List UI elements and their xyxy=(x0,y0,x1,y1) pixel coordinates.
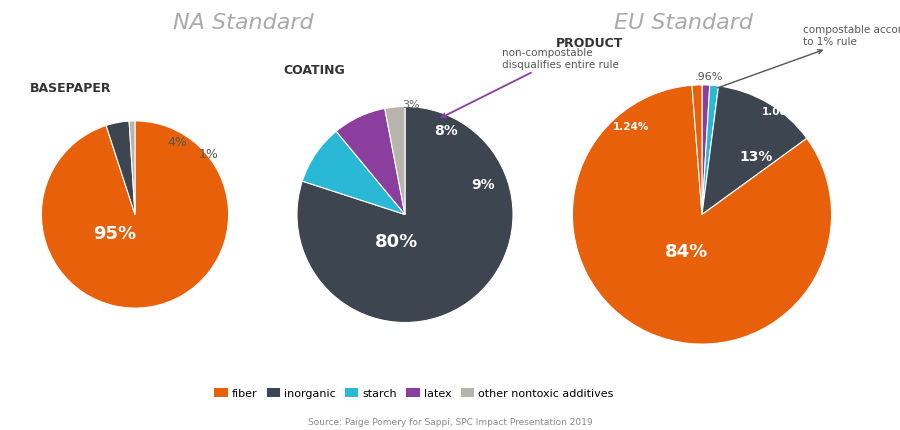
Legend: fiber, inorganic, starch, latex, other nontoxic additives: fiber, inorganic, starch, latex, other n… xyxy=(210,384,618,403)
Text: 9%: 9% xyxy=(471,178,495,192)
Text: Source: Paige Pomery for Sappi, SPC Impact Presentation 2019: Source: Paige Pomery for Sappi, SPC Impa… xyxy=(308,417,592,426)
Text: COATING: COATING xyxy=(284,63,346,77)
Text: 8%: 8% xyxy=(434,124,458,138)
Wedge shape xyxy=(337,109,405,215)
Text: non-compostable
disqualifies entire rule: non-compostable disqualifies entire rule xyxy=(442,48,619,118)
Wedge shape xyxy=(702,86,718,215)
Wedge shape xyxy=(41,122,229,308)
Text: 80%: 80% xyxy=(374,233,418,251)
Wedge shape xyxy=(572,86,832,344)
Text: PRODUCT: PRODUCT xyxy=(556,37,624,49)
Wedge shape xyxy=(702,87,806,215)
Text: 3%: 3% xyxy=(402,99,420,109)
Wedge shape xyxy=(297,107,513,323)
Wedge shape xyxy=(692,86,702,215)
Wedge shape xyxy=(302,132,405,215)
Text: 95%: 95% xyxy=(93,225,136,243)
Text: EU Standard: EU Standard xyxy=(615,13,753,33)
Wedge shape xyxy=(702,86,710,215)
Text: 84%: 84% xyxy=(665,242,708,260)
Text: 1.24%: 1.24% xyxy=(613,122,649,132)
Text: 1.08%: 1.08% xyxy=(761,107,798,117)
Text: 13%: 13% xyxy=(740,150,773,164)
Text: compostable according
to 1% rule: compostable according to 1% rule xyxy=(717,25,900,89)
Text: NA Standard: NA Standard xyxy=(173,13,313,33)
Text: 1%: 1% xyxy=(199,148,219,161)
Wedge shape xyxy=(385,107,405,215)
Text: .96%: .96% xyxy=(694,72,723,82)
Text: BASEPAPER: BASEPAPER xyxy=(30,81,112,94)
Wedge shape xyxy=(106,122,135,215)
Wedge shape xyxy=(129,122,135,215)
Text: 4%: 4% xyxy=(167,136,187,149)
